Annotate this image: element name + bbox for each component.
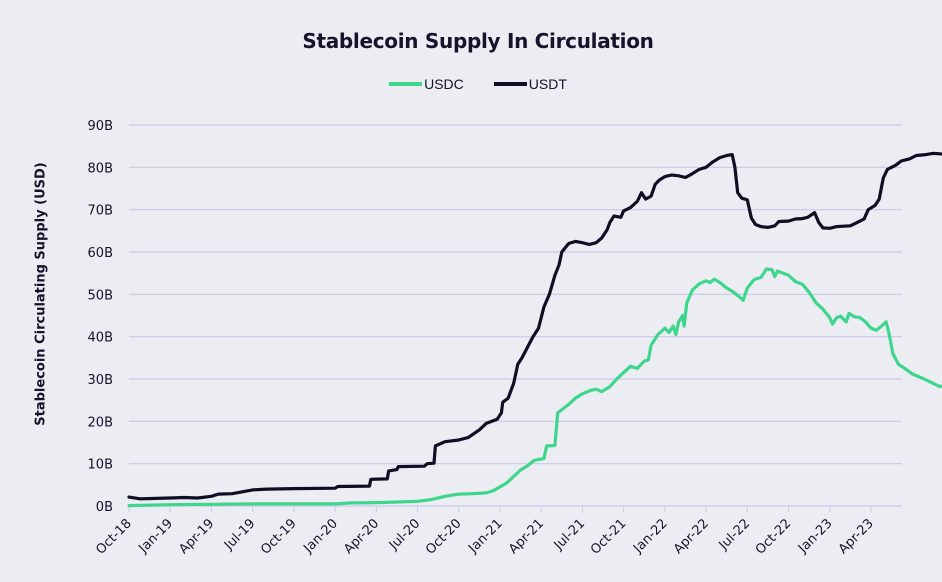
x-tick-label: Jul-19	[221, 516, 258, 553]
legend-item-usdt: USDT	[493, 76, 567, 92]
chart-title: Stablecoin Supply In Circulation	[302, 29, 654, 53]
y-tick-label: 60B	[88, 246, 113, 261]
x-tick-label: Jan-22	[630, 516, 671, 557]
x-tick-label: Apr-22	[671, 516, 712, 557]
legend-label-usdc: USDC	[424, 76, 464, 92]
x-tick-label: Jan-23	[795, 516, 836, 557]
y-tick-label: 30B	[88, 373, 113, 388]
x-tick-label: Jul-22	[716, 516, 753, 553]
y-tick-label: 70B	[88, 204, 113, 219]
x-tick-label: Oct-20	[423, 516, 465, 558]
x-tick-label: Jul-21	[551, 516, 588, 553]
x-tick-label: Jan-19	[136, 516, 177, 557]
y-tick-label: 0B	[96, 500, 113, 515]
y-tick-label: 20B	[88, 415, 113, 430]
x-tick-label: Oct-18	[93, 516, 135, 558]
x-tick-label: Oct-19	[258, 516, 300, 558]
x-tick-label: Jan-21	[465, 516, 506, 557]
legend-label-usdt: USDT	[528, 76, 567, 92]
x-tick-label: Apr-23	[836, 516, 877, 557]
y-tick-label: 10B	[88, 458, 113, 473]
x-tick-label: Oct-22	[753, 516, 795, 558]
series-line-usdc	[127, 267, 942, 508]
x-tick-label: Apr-19	[176, 516, 217, 557]
x-tick-label: Jan-20	[300, 516, 341, 557]
legend: USDC USDT	[0, 76, 942, 92]
y-tick-label: 40B	[88, 331, 113, 346]
legend-swatch-usdc	[389, 82, 423, 86]
y-tick-label: 90B	[88, 119, 113, 134]
x-tick-label: Apr-21	[506, 516, 547, 557]
x-tick-label: Apr-20	[341, 516, 382, 557]
y-tick-label: 80B	[88, 161, 113, 176]
x-tick-label: Oct-21	[588, 516, 630, 558]
y-tick-label: 50B	[88, 288, 113, 303]
x-tick-label: Jul-20	[386, 516, 423, 553]
series-line-usdt	[127, 151, 942, 501]
legend-swatch-usdt	[493, 82, 527, 86]
legend-item-usdc: USDC	[389, 76, 464, 92]
